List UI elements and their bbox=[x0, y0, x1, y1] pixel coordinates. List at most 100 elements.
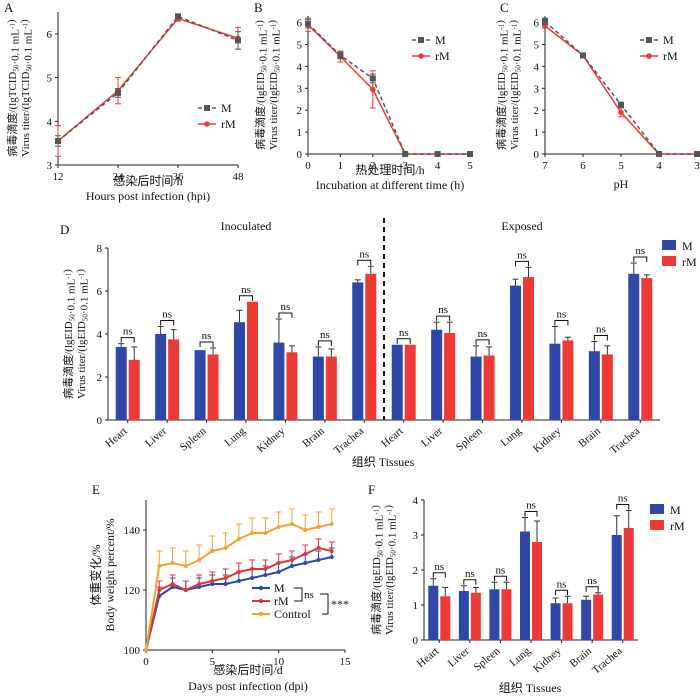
x-tick-label: 6 bbox=[580, 160, 586, 172]
legend-marker-rM bbox=[204, 121, 210, 127]
data-point-rM bbox=[370, 86, 376, 93]
series-line-rM bbox=[57, 17, 239, 142]
bar-rM bbox=[601, 354, 613, 420]
data-point-M bbox=[250, 576, 255, 580]
y-tick-label: 4 bbox=[47, 116, 53, 128]
y-axis-label-cn: 病毒滴度/(lgEID50·0.1 mL-1) bbox=[494, 20, 511, 150]
legend-label-M: M bbox=[670, 503, 681, 517]
x-axis-label: 组织 Tissues bbox=[499, 681, 562, 695]
significance-label: ns bbox=[465, 568, 475, 580]
data-point-Control bbox=[289, 522, 294, 526]
x-axis-label-cn: 感染后时间/d bbox=[213, 662, 282, 677]
significance-bracket bbox=[554, 319, 569, 326]
y-axis-label-en-part: Virus titer/(lgEID bbox=[384, 557, 396, 635]
x-tick-label: 0 bbox=[305, 160, 311, 172]
data-point-rM bbox=[303, 552, 308, 556]
y-axis-label-en-part: ·0.1 mL bbox=[271, 29, 283, 65]
data-point-rM bbox=[157, 588, 162, 592]
bar-rM bbox=[483, 355, 495, 420]
legend-annotation-ns: ns bbox=[304, 589, 314, 601]
bar-rM bbox=[532, 542, 542, 640]
significance-bracket bbox=[317, 340, 332, 346]
legend-swatch-M bbox=[650, 504, 664, 514]
significance-bracket bbox=[616, 504, 630, 510]
legend-marker-rM bbox=[258, 598, 264, 604]
data-point-Control bbox=[157, 564, 162, 568]
y-axis-label-en: Virus titer/(lgEID50·0.1 mL-1) bbox=[508, 20, 524, 150]
significance-label: ns bbox=[596, 324, 606, 336]
data-point-rM bbox=[183, 588, 188, 592]
data-point-Control bbox=[210, 549, 215, 553]
x-tick-label: Heart bbox=[379, 425, 405, 450]
significance-label: ns bbox=[587, 575, 597, 587]
data-point-M bbox=[337, 52, 344, 59]
data-point-Control bbox=[250, 531, 255, 535]
significance-bracket bbox=[493, 575, 507, 582]
bar-rM bbox=[168, 339, 180, 420]
x-tick-label: 36 bbox=[173, 171, 185, 183]
significance-label: ns bbox=[241, 284, 251, 296]
bar-M bbox=[431, 329, 443, 420]
bar-M bbox=[458, 591, 469, 640]
y-tick-label: 0 bbox=[97, 415, 103, 427]
data-point-Control bbox=[223, 546, 228, 550]
significance-bracket bbox=[475, 339, 490, 345]
bar-rM bbox=[247, 301, 258, 420]
y-tick-label: 2 bbox=[534, 105, 540, 117]
x-tick-label: 1 bbox=[338, 160, 344, 172]
bar-M bbox=[312, 356, 324, 420]
panel-letter-B: B bbox=[254, 0, 263, 15]
significance-bracket bbox=[199, 341, 214, 347]
bar-M bbox=[549, 343, 561, 420]
legend-bracket-ns bbox=[294, 587, 303, 602]
significance-label: ns bbox=[618, 493, 628, 505]
data-point-Control bbox=[329, 522, 334, 526]
y-axis-label-cn-part: ) bbox=[62, 269, 74, 273]
significance-label: ns bbox=[162, 308, 172, 320]
data-point-M bbox=[434, 151, 441, 157]
legend-label-M: M bbox=[435, 33, 446, 47]
legend-label-M: M bbox=[221, 101, 232, 115]
significance-bracket bbox=[357, 259, 372, 266]
y-tick-label: 3 bbox=[297, 83, 303, 95]
x-tick-label: Spleen bbox=[178, 425, 209, 454]
x-tick-label: 10 bbox=[273, 656, 285, 668]
data-point-M bbox=[369, 75, 376, 82]
data-point-M bbox=[402, 151, 409, 157]
y-axis-label-en-part: Virus titer/(lgEID bbox=[76, 321, 88, 399]
significance-bracket bbox=[436, 315, 451, 322]
y-axis-label-en: Virus titer/(lgTCID50·0.1 mL-1) bbox=[19, 19, 35, 157]
data-point-rM bbox=[223, 576, 228, 580]
data-point-rM bbox=[197, 582, 202, 586]
y-tick-label: 2 bbox=[413, 565, 419, 577]
x-tick-label: Brain bbox=[576, 425, 603, 450]
y-axis-label-cn-group: 病毒滴度/(lgTCID50·0.1 mL-1) bbox=[5, 19, 22, 157]
y-axis-label-cn-part: ·0.1 mL bbox=[258, 29, 270, 65]
bar-M bbox=[611, 535, 622, 640]
legend-label-Control: Control bbox=[274, 607, 311, 621]
y-tick-label: 6 bbox=[47, 29, 53, 41]
x-tick-label: Kidney bbox=[531, 425, 564, 455]
bar-rM bbox=[593, 594, 604, 640]
y-axis-label-cn-part: 体重变化/% bbox=[88, 544, 103, 605]
x-axis-label-en: Days post infection (dpi) bbox=[188, 679, 308, 693]
y-tick-label: 5 bbox=[534, 39, 540, 51]
bar-rM bbox=[325, 356, 337, 420]
legend-marker-Control bbox=[258, 611, 264, 617]
legend-marker-M bbox=[258, 585, 264, 591]
y-axis-label-cn-part: ) bbox=[370, 505, 382, 509]
y-tick-label: 2 bbox=[97, 372, 103, 384]
y-axis-label-cn-part: 病毒滴度/(lgTCID bbox=[5, 72, 19, 157]
bar-rM bbox=[562, 603, 573, 640]
bar-M bbox=[520, 531, 530, 640]
y-axis-label-en-part: ·0.1 mL bbox=[512, 29, 524, 65]
y-axis-label-en-part: ·0.1 mL bbox=[387, 514, 399, 550]
x-tick-label: Heart bbox=[415, 645, 441, 670]
y-axis-label-cn-part: 病毒滴度/(lgEID bbox=[61, 321, 75, 399]
y-tick-label: 140 bbox=[124, 525, 141, 537]
significance-label: ns bbox=[496, 564, 506, 576]
y-tick-label: 4 bbox=[413, 495, 419, 507]
significance-label: ns bbox=[281, 301, 291, 313]
y-axis-label-cn-part: ) bbox=[254, 20, 266, 24]
significance-label: ns bbox=[557, 578, 567, 590]
